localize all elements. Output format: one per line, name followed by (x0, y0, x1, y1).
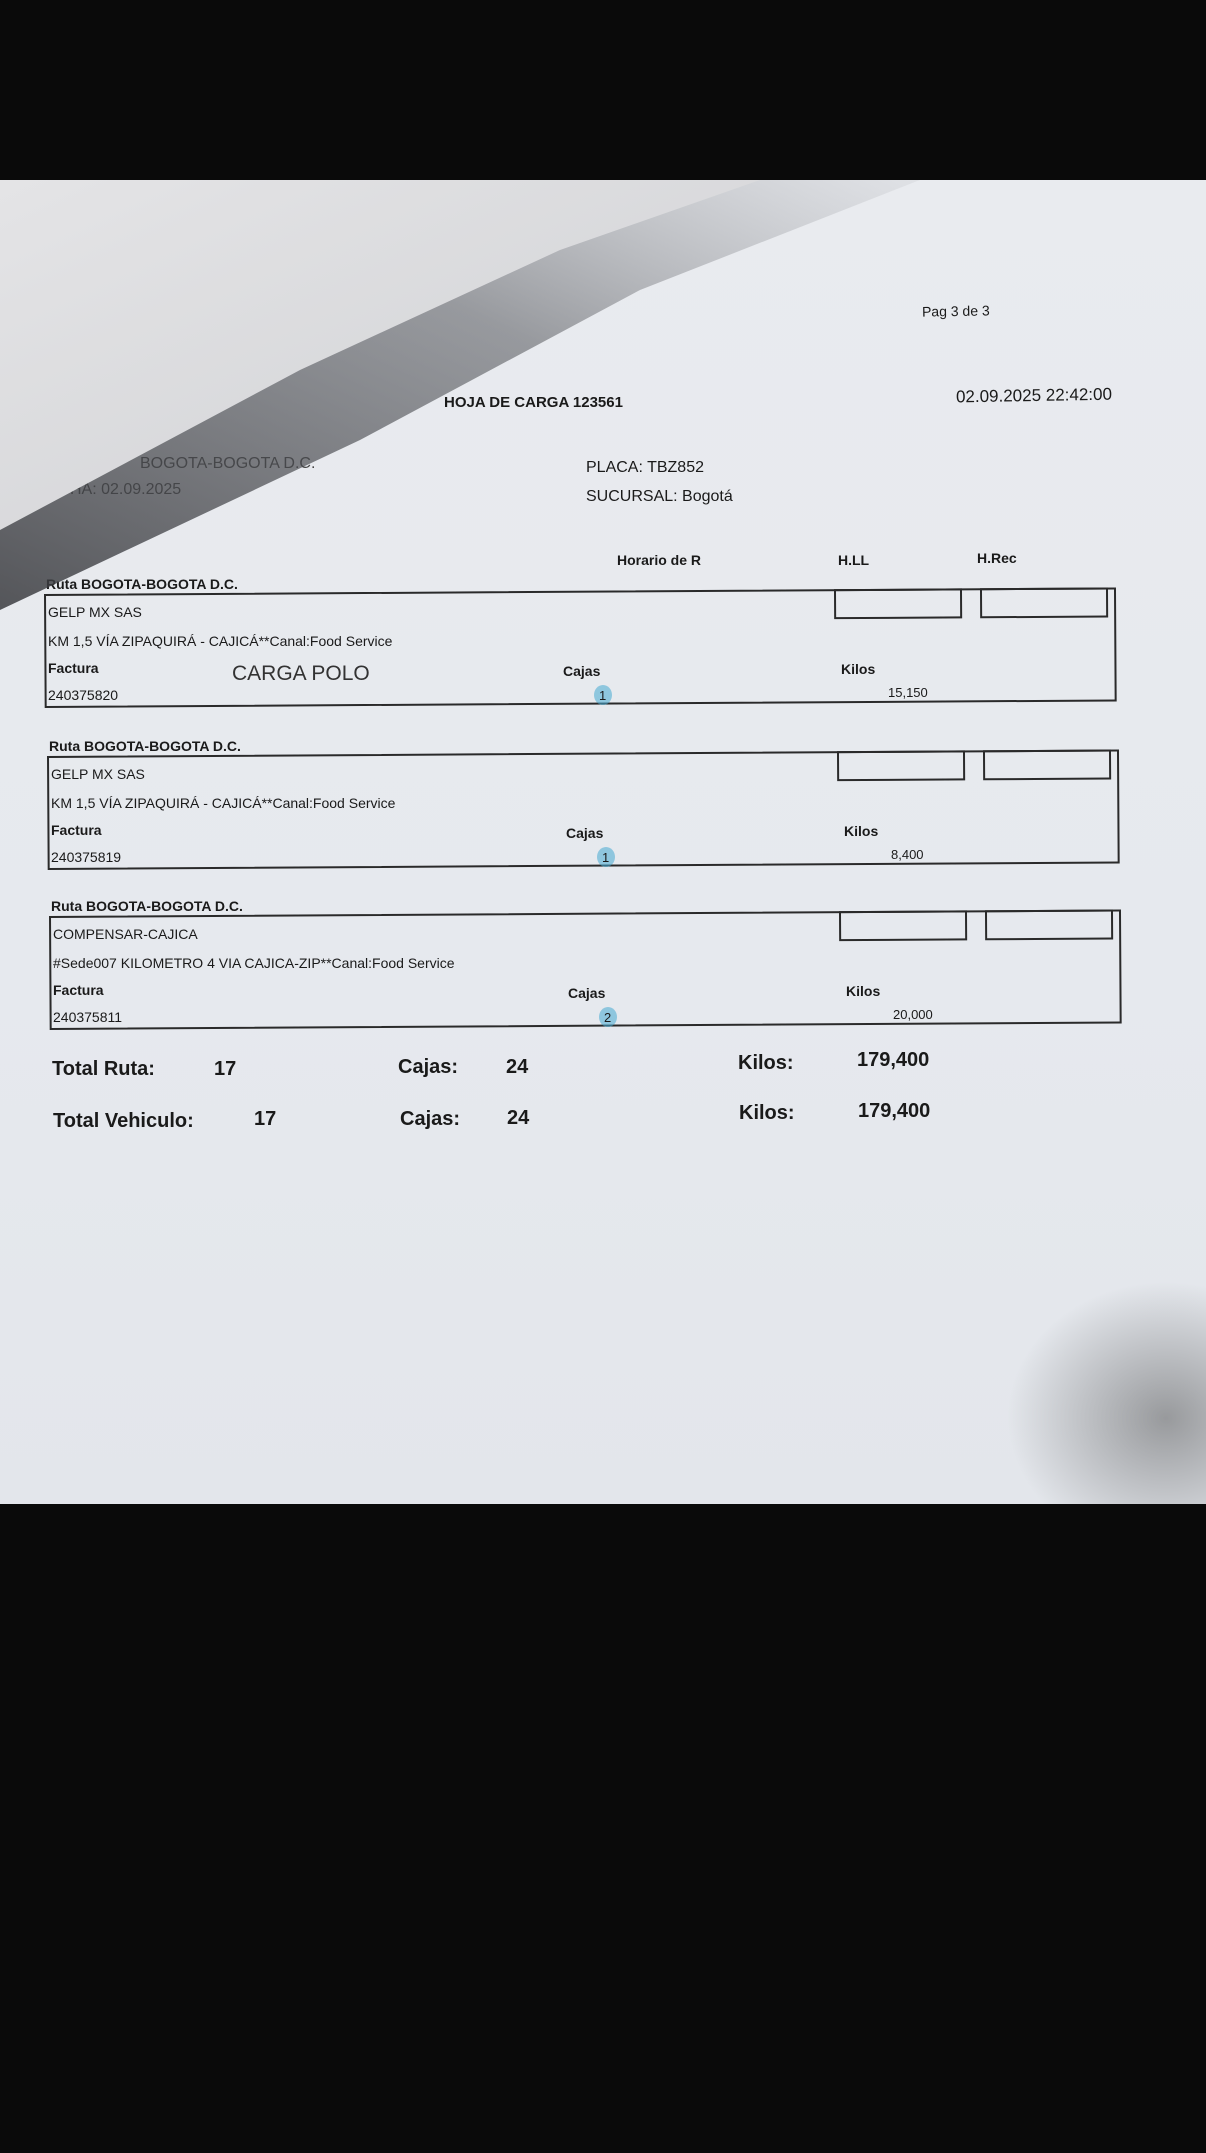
total-route-label: Total Ruta: (52, 1058, 155, 1080)
total-vehicle-kilos-label: Kilos: (739, 1102, 795, 1124)
hll-field (833, 588, 963, 620)
column-hll: H.LL (838, 552, 870, 568)
highlighter-mark (594, 685, 612, 705)
entry-address: KM 1,5 VÍA ZIPAQUIRÁ - CAJICÁ**Canal:Foo… (48, 633, 393, 649)
entry-invoice: 240375820 (48, 687, 119, 703)
hll-field (836, 750, 966, 782)
total-vehicle-count: 17 (254, 1108, 277, 1130)
entry-boxes: 2 (604, 1010, 612, 1025)
hrec-field (979, 587, 1109, 619)
route-header: BOGOTA-BOGOTA D.C. (140, 455, 316, 472)
entry-client: COMPENSAR-CAJICA (53, 926, 198, 942)
date-header: HA: 02.09.2025 (70, 481, 182, 498)
total-vehicle-cajas-label: Cajas: (400, 1108, 461, 1130)
branch: SUCURSAL: Bogotá (586, 488, 733, 505)
entry-kilos: 20,000 (893, 1007, 933, 1022)
entry-invoice: 240375811 (53, 1009, 123, 1025)
highlighter-mark (599, 1007, 617, 1027)
entry-address: #Sede007 KILOMETRO 4 VIA CAJICA-ZIP**Can… (53, 955, 455, 971)
entry-route: Ruta BOGOTA-BOGOTA D.C. (49, 738, 241, 754)
kilos-label: Kilos (844, 823, 879, 839)
entry-client: GELP MX SAS (48, 604, 142, 620)
factura-label: Factura (48, 660, 99, 676)
kilos-label: Kilos (846, 983, 881, 999)
cajas-label: Cajas (563, 663, 601, 679)
document-title: HOJA DE CARGA 123561 (444, 394, 623, 411)
entry-client: GELP MX SAS (51, 766, 145, 782)
entry-invoice: 240375819 (51, 849, 122, 865)
total-route-count: 17 (214, 1058, 237, 1080)
entry-kilos: 8,400 (891, 847, 924, 862)
document-page: Pag 3 de 3 HOJA DE CARGA 123561 02.09.20… (0, 180, 1206, 1504)
entry-route: Ruta BOGOTA-BOGOTA D.C. (46, 576, 238, 592)
hll-field (838, 910, 968, 942)
curled-page (0, 180, 760, 530)
plate: PLACA: TBZ852 (586, 459, 704, 476)
total-route-kilos: 179,400 (857, 1049, 930, 1071)
hand-shadow (1006, 1280, 1206, 1504)
total-route-cajas-label: Cajas: (398, 1056, 459, 1078)
total-vehicle-kilos: 179,400 (858, 1100, 931, 1122)
document-datetime: 02.09.2025 22:42:00 (955, 384, 1113, 407)
entry-boxes: 1 (599, 688, 607, 703)
total-vehicle-cajas: 24 (507, 1107, 530, 1129)
cajas-label: Cajas (566, 825, 604, 841)
handwritten-note: CARGA POLO (232, 662, 370, 685)
entry-address: KM 1,5 VÍA ZIPAQUIRÁ - CAJICÁ**Canal:Foo… (51, 795, 396, 811)
highlighter-mark (597, 847, 615, 867)
kilos-label: Kilos (841, 661, 876, 677)
total-route-cajas: 24 (506, 1056, 529, 1078)
entry-route: Ruta BOGOTA-BOGOTA D.C. (51, 898, 243, 914)
total-vehicle-label: Total Vehiculo: (53, 1110, 194, 1132)
factura-label: Factura (53, 982, 104, 998)
column-hrec: H.Rec (977, 550, 1017, 566)
entry-kilos: 15,150 (888, 685, 928, 700)
page-number: Pag 3 de 3 (921, 302, 990, 320)
factura-label: Factura (51, 822, 102, 838)
hrec-field (984, 909, 1114, 941)
total-route-kilos-label: Kilos: (738, 1052, 794, 1074)
hrec-field (982, 749, 1112, 781)
entry-boxes: 1 (602, 850, 610, 865)
column-horario: Horario de R (617, 552, 702, 568)
cajas-label: Cajas (568, 985, 606, 1001)
